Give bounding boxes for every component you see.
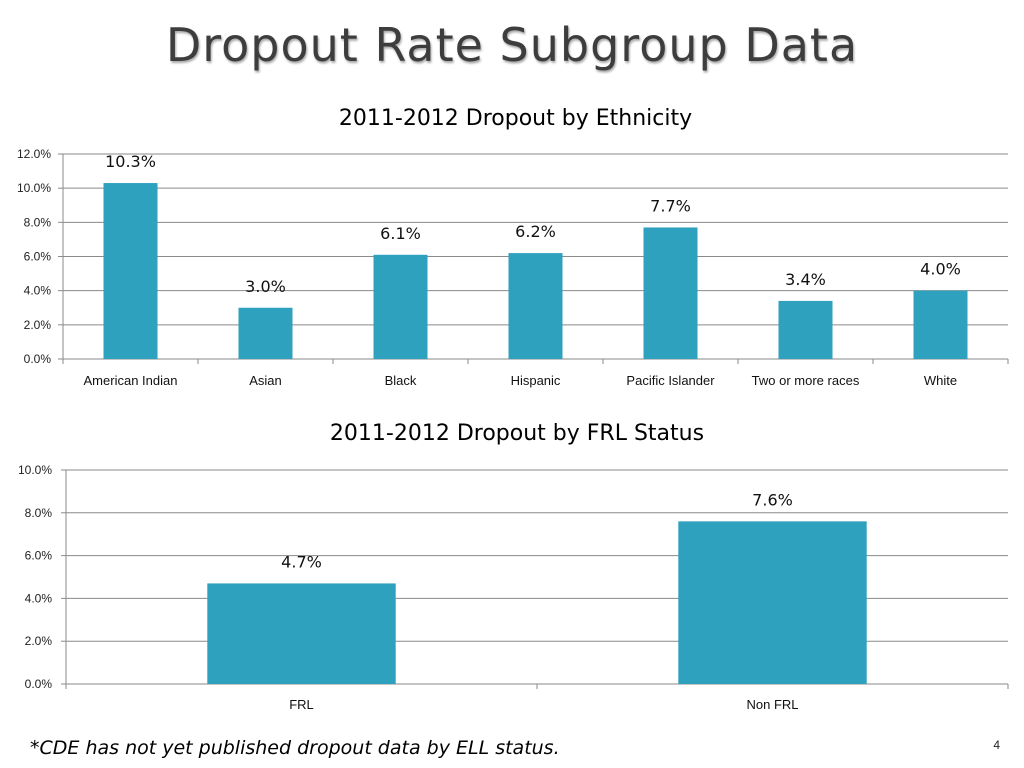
- data-label: 6.1%: [380, 224, 421, 243]
- slide-title: Dropout Rate Subgroup Data: [165, 18, 859, 72]
- bar-pacific-islander: [643, 227, 698, 359]
- category-label: Asian: [249, 373, 282, 388]
- data-label: 6.2%: [515, 222, 556, 241]
- footnote: *CDE has not yet published dropout data …: [30, 737, 560, 759]
- bar-american-indian: [103, 183, 158, 359]
- category-label: Two or more races: [752, 373, 860, 388]
- bar-non-frl: [678, 521, 867, 684]
- data-label: 7.7%: [650, 196, 691, 215]
- y-tick-label: 2.0%: [24, 318, 52, 332]
- category-label: Pacific Islander: [626, 373, 715, 388]
- y-tick-label: 8.0%: [24, 215, 52, 229]
- y-tick-label: 2.0%: [25, 634, 53, 648]
- bar-frl: [207, 583, 396, 684]
- bar-black: [373, 254, 428, 359]
- bar-white: [913, 290, 968, 359]
- chart-dropout-by-frl: 2011-2012 Dropout by FRL Status 0.0% 2.0% 4…: [18, 421, 1009, 712]
- category-label: FRL: [289, 697, 314, 712]
- bar-hispanic: [508, 253, 563, 359]
- y-tick-label: 6.0%: [25, 549, 53, 563]
- category-label: Non FRL: [746, 697, 798, 712]
- chart-dropout-by-ethnicity: 2011-2012 Dropout by Ethnicity 0.0% 2.0% 4.…: [17, 106, 1009, 388]
- y-tick-label: 4.0%: [25, 591, 53, 605]
- category-label: Hispanic: [511, 373, 561, 388]
- data-label: 7.6%: [752, 490, 793, 509]
- bar-two-or-more-races: [778, 300, 833, 359]
- y-tick-label: 6.0%: [24, 250, 52, 264]
- y-tick-label: 10.0%: [17, 181, 51, 195]
- chart-title: 2011-2012 Dropout by FRL Status: [330, 421, 704, 446]
- chart-title: 2011-2012 Dropout by Ethnicity: [339, 106, 692, 131]
- y-tick-label: 4.0%: [24, 284, 52, 298]
- category-label: White: [924, 373, 957, 388]
- page-number: 4: [993, 738, 1000, 752]
- y-tick-label: 0.0%: [24, 352, 52, 366]
- y-tick-label: 12.0%: [17, 147, 51, 161]
- category-label: Black: [385, 373, 417, 388]
- y-tick-label: 8.0%: [25, 506, 53, 520]
- data-label: 4.0%: [920, 260, 961, 279]
- data-label: 3.0%: [245, 277, 286, 296]
- data-label: 4.7%: [281, 552, 322, 571]
- y-tick-label: 10.0%: [18, 463, 52, 477]
- data-label: 3.4%: [785, 270, 826, 289]
- data-label: 10.3%: [105, 152, 156, 171]
- bar-asian: [238, 307, 293, 359]
- y-tick-label: 0.0%: [25, 677, 53, 691]
- category-label: American Indian: [84, 373, 178, 388]
